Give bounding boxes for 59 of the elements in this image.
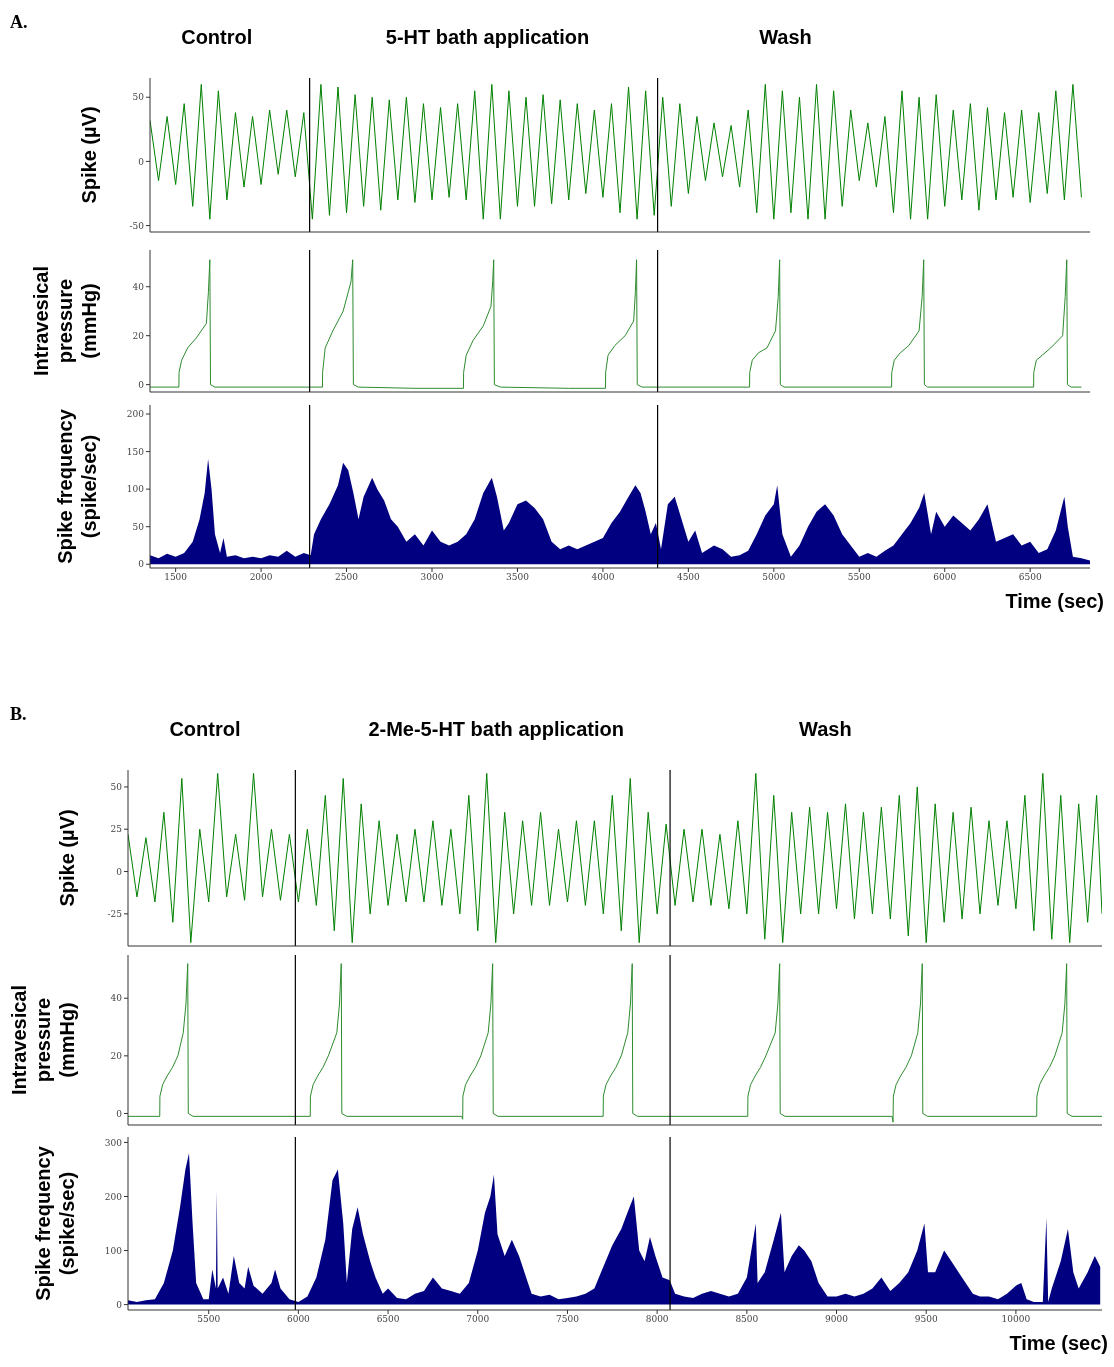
x-tick-label: 5500 (197, 1314, 221, 1325)
x-tick-label: 3000 (420, 572, 444, 583)
y-axis-title: Spike (µV) (78, 106, 100, 204)
x-tick-label: 7500 (556, 1314, 580, 1325)
y-axis-title: Spike frequency (spike/sec) (54, 408, 100, 564)
y-tick-label: 100 (126, 484, 145, 495)
x-tick-label: 9000 (825, 1314, 849, 1325)
y-tick-label: 50 (110, 782, 123, 793)
text: Wash (759, 26, 812, 49)
y-tick-label: 150 (126, 446, 145, 457)
x-tick-label: 5000 (762, 572, 786, 583)
y-tick-label: 20 (110, 1051, 123, 1062)
y-tick-label: 200 (104, 1191, 123, 1202)
x-tick-label: 4500 (676, 572, 701, 583)
y-axis-title: Intravesical pressure (mmHg) (8, 984, 78, 1096)
x-axis-title: Time (sec) (1009, 1332, 1108, 1354)
x-axis-title: Time (sec) (1005, 590, 1104, 612)
x-tick-label: 6500 (376, 1314, 400, 1325)
y-tick-label: 40 (110, 993, 123, 1004)
y-tick-label: 0 (138, 559, 145, 570)
y-tick-label: 0 (116, 1299, 123, 1310)
y-tick-label: 0 (116, 866, 123, 877)
chart-title: B. (10, 704, 27, 725)
x-tick-label: 2000 (249, 572, 273, 583)
x-tick-label: 1500 (164, 572, 188, 583)
x-tick-label: 3500 (506, 572, 530, 583)
y-tick-label: 300 (104, 1137, 123, 1148)
y-tick-label: -25 (107, 909, 123, 920)
y-tick-label: 50 (132, 521, 145, 532)
text: Control (181, 26, 253, 49)
y-axis-title: Spike frequency (spike/sec) (32, 1145, 78, 1301)
y-tick-label: 100 (104, 1245, 123, 1256)
x-tick-label: 8500 (735, 1314, 759, 1325)
y-axis-title: Intravesical pressure (mmHg) (30, 265, 100, 377)
y-tick-label: 0 (138, 379, 145, 390)
x-tick-label: 6000 (933, 572, 957, 583)
text: 2-Me-5-HT bath application (368, 718, 624, 741)
x-tick-label: 9500 (914, 1314, 938, 1325)
y-tick-label: 50 (132, 92, 145, 103)
text: Wash (799, 718, 852, 741)
x-tick-label: 2500 (335, 572, 359, 583)
text: Control (169, 718, 241, 741)
y-tick-label: 20 (132, 330, 145, 341)
x-tick-label: 6000 (286, 1314, 311, 1325)
y-tick-label: -50 (129, 220, 145, 231)
text: 5-HT bath application (385, 26, 590, 49)
y-tick-label: 200 (126, 409, 145, 420)
y-axis-title: Spike (µV) (56, 809, 78, 907)
x-tick-label: 8000 (645, 1314, 669, 1325)
x-tick-label: 5500 (847, 572, 871, 583)
y-tick-label: 0 (116, 1108, 123, 1119)
y-tick-label: 40 (132, 281, 145, 292)
y-tick-label: 0 (138, 156, 145, 167)
x-tick-label: 7000 (466, 1314, 490, 1325)
y-tick-label: 25 (110, 824, 123, 835)
x-tick-label: 6500 (1018, 572, 1042, 583)
x-tick-label: 10000 (1001, 1314, 1031, 1325)
x-tick-label: 4000 (591, 572, 615, 583)
chart-title: A. (10, 12, 28, 33)
